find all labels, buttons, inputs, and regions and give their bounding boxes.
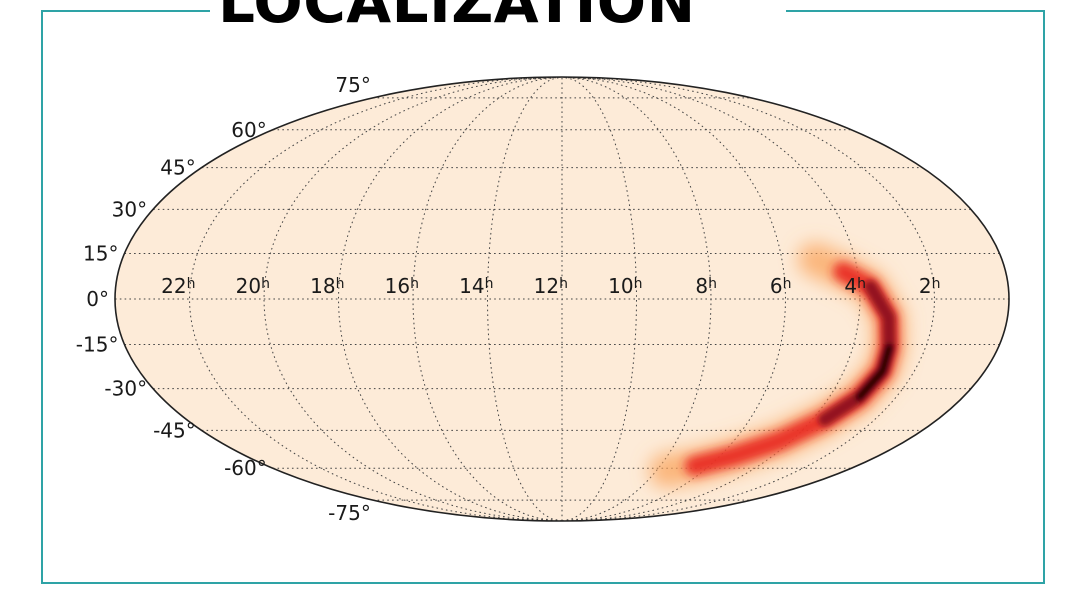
dec-label: 45° — [160, 156, 195, 180]
dec-label: -45° — [153, 418, 196, 442]
dec-label: 15° — [83, 242, 118, 266]
ra-unit: h — [559, 276, 568, 292]
dec-axis-labels: 75° 60° 45° 30° 15° 0° -15° -30°-45° -60° -75° — [76, 73, 371, 525]
ra-gridline — [561, 76, 712, 522]
ra-gridline — [337, 76, 563, 522]
ra-gridline — [263, 76, 563, 522]
ra-unit: h — [187, 276, 196, 292]
ra-unit: h — [634, 276, 643, 292]
probability-peak — [855, 343, 894, 402]
dec-label: -30° — [104, 377, 147, 401]
ra-unit: h — [261, 276, 270, 292]
ra-unit: h — [336, 276, 345, 292]
ra-unit: h — [410, 276, 419, 292]
dec-label: 75° — [335, 73, 370, 97]
ra-gridlines — [188, 76, 936, 522]
ra-axis-labels: 22h 20h 18h 16h 14h 12h 10h 8h 6h 4h 2h — [161, 274, 940, 298]
ra-unit: h — [708, 276, 717, 292]
dec-label: 0° — [86, 287, 109, 311]
ra-gridline — [561, 76, 861, 522]
sky-outline — [114, 76, 1010, 522]
dec-label: 30° — [112, 197, 147, 221]
ra-unit: h — [857, 276, 866, 292]
ra-label: 22h — [161, 274, 195, 298]
dec-label: -75° — [328, 501, 371, 525]
ra-gridline — [412, 76, 563, 522]
ra-unit: h — [932, 276, 941, 292]
ra-unit: h — [485, 276, 494, 292]
probability-region — [649, 242, 907, 488]
dec-label: -60° — [224, 456, 267, 480]
slide-title: LOCALIZATION — [210, 0, 786, 36]
ra-unit: h — [783, 276, 792, 292]
ra-gridline — [561, 76, 787, 522]
dec-label: -15° — [76, 332, 119, 356]
dec-label: 60° — [231, 118, 266, 142]
